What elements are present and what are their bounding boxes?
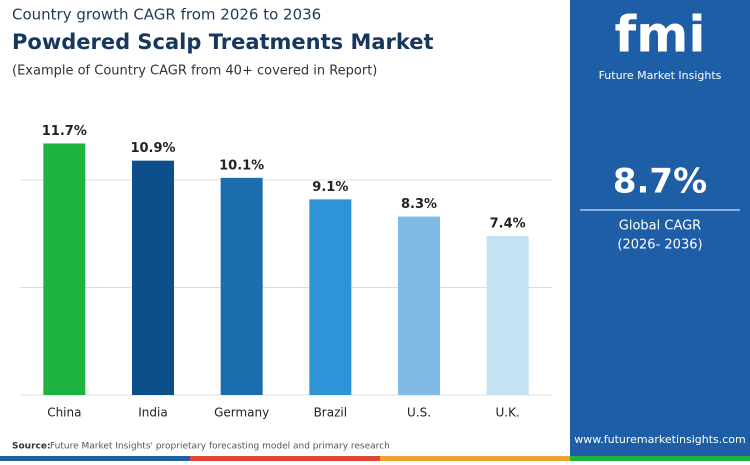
side-panel: [570, 0, 750, 461]
supertitle: Country growth CAGR from 2026 to 2036: [12, 6, 321, 24]
value-label: 9.1%: [312, 180, 348, 195]
x-tick-label: U.K.: [496, 406, 520, 420]
x-tick-label: Brazil: [314, 406, 348, 420]
bar: [132, 160, 174, 395]
value-label: 8.3%: [401, 197, 437, 212]
bar: [486, 235, 529, 395]
subtitle: (Example of Country CAGR from 40+ covere…: [12, 64, 377, 79]
bar: [43, 143, 86, 395]
source: Future Market Insights' proprietary fore…: [50, 442, 390, 452]
logo-caption: Future Market Insights: [599, 69, 722, 82]
bar: [398, 216, 440, 395]
x-tick-label: India: [138, 406, 167, 420]
value-label: 10.1%: [219, 158, 264, 173]
stripe: [190, 456, 380, 461]
bar: [309, 199, 352, 395]
chart-title: Powdered Scalp Treatments Market: [12, 30, 434, 54]
global-cagr: 8.7%: [613, 162, 707, 202]
value-label: 7.4%: [490, 216, 526, 231]
stripe: [380, 456, 570, 461]
x-tick-label: China: [47, 406, 81, 420]
stripe: [570, 456, 750, 461]
source-label: Source:: [12, 442, 51, 452]
global-cagr-period: (2026- 2036): [617, 238, 702, 253]
stripe: [0, 456, 190, 461]
plot: 11.7% China 10.9% India 10.1% Germany 9.1% Braz…: [20, 124, 552, 420]
x-tick-label: Germany: [214, 406, 269, 420]
x-tick-label: U.S.: [407, 406, 431, 420]
global-cagr-caption: Global CAGR: [619, 219, 701, 234]
bar: [220, 177, 263, 395]
url: www.futuremarketinsights.com: [574, 433, 746, 446]
logo: fmi: [615, 6, 706, 64]
value-label: 10.9%: [130, 141, 175, 156]
value-label: 11.7%: [42, 124, 87, 139]
